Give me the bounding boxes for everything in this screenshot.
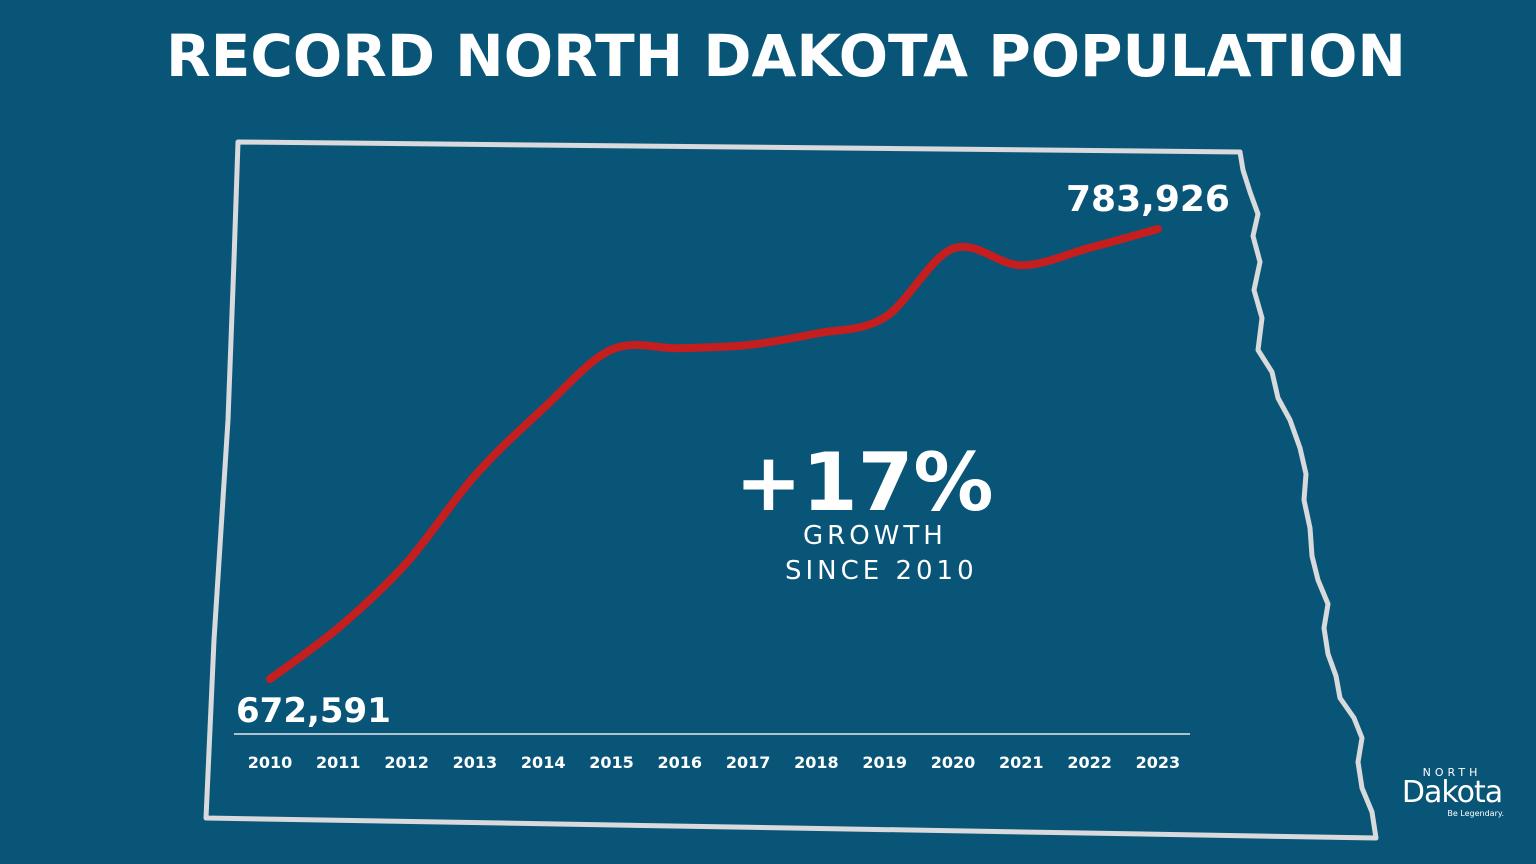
logo-dakota: Dakota [1401, 775, 1503, 810]
x-tick-label: 2021 [999, 753, 1044, 772]
logo-tagline: Be Legendary. [1447, 809, 1504, 818]
x-tick-label: 2023 [1136, 753, 1181, 772]
x-tick-label: 2013 [453, 753, 498, 772]
x-tick-label: 2010 [248, 753, 293, 772]
x-tick-label: 2016 [658, 753, 703, 772]
x-tick-label: 2014 [521, 753, 566, 772]
start-value-label: 672,591 [236, 691, 391, 731]
north-dakota-logo: NORTH Dakota Be Legendary. [1392, 766, 1512, 818]
x-tick-label: 2020 [931, 753, 976, 772]
end-value-label: 783,926 [1066, 179, 1230, 220]
growth-percent: +17% [735, 436, 994, 529]
x-tick-label: 2011 [316, 753, 361, 772]
x-tick-label: 2019 [862, 753, 907, 772]
x-tick-label: 2012 [384, 753, 429, 772]
x-tick-label: 2017 [726, 753, 771, 772]
x-tick-label: 2015 [589, 753, 634, 772]
page-title: RECORD NORTH DAKOTA POPULATION [166, 22, 1406, 90]
growth-since-label: SINCE 2010 [785, 556, 978, 586]
population-line [266, 225, 1162, 683]
logo-north: NORTH [1422, 766, 1482, 779]
x-tick-label: 2018 [794, 753, 839, 772]
x-tick-label: 2022 [1067, 753, 1112, 772]
state-outline [203, 139, 1379, 841]
growth-label: GROWTH [803, 521, 947, 551]
